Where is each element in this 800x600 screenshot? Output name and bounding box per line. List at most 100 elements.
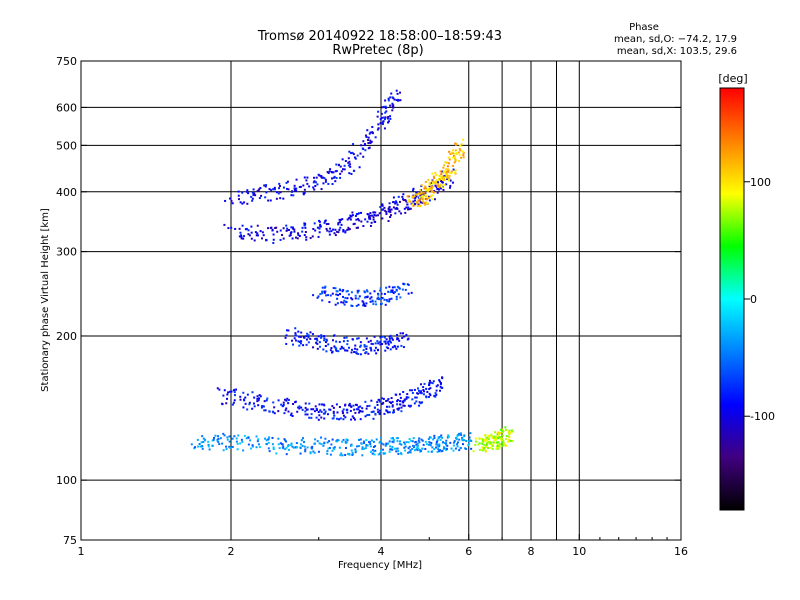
data-point [380, 397, 383, 400]
data-point [495, 447, 498, 450]
data-point [381, 402, 384, 405]
data-point [437, 448, 440, 451]
data-point [383, 298, 386, 301]
data-point [443, 170, 446, 173]
data-point [381, 343, 384, 346]
data-point [381, 297, 384, 300]
data-point [290, 412, 293, 415]
data-point [379, 436, 382, 439]
data-point [362, 225, 365, 228]
data-point [416, 201, 419, 204]
data-point [359, 418, 362, 421]
data-point [408, 389, 411, 392]
data-point [297, 340, 300, 343]
data-point [411, 189, 414, 192]
data-point [196, 438, 199, 441]
chart-title: Tromsø 20140922 18:58:00–18:59:43 [257, 29, 502, 44]
data-point [306, 176, 309, 179]
data-point [355, 408, 358, 411]
data-point [287, 399, 290, 402]
data-point [326, 171, 329, 174]
data-point [363, 447, 366, 450]
data-point [384, 116, 387, 119]
data-point [384, 452, 387, 455]
data-point [259, 230, 262, 233]
data-point [429, 387, 432, 390]
data-point [286, 445, 289, 448]
data-point [415, 193, 418, 196]
data-point [344, 230, 347, 233]
data-point [218, 388, 221, 391]
data-point [346, 411, 349, 414]
data-point [384, 340, 387, 343]
data-point [357, 297, 360, 300]
data-point [377, 453, 380, 456]
data-point [283, 412, 286, 415]
data-point [422, 393, 425, 396]
data-point [428, 181, 431, 184]
data-point [384, 444, 387, 447]
data-point [320, 188, 323, 191]
data-point [287, 329, 290, 332]
data-point [456, 443, 459, 446]
data-point [244, 396, 247, 399]
data-point [323, 291, 326, 294]
data-point [459, 447, 462, 450]
data-point [369, 139, 372, 142]
data-point [358, 438, 361, 441]
data-point [340, 218, 343, 221]
data-point [387, 97, 390, 100]
data-point [426, 390, 429, 393]
data-point [354, 449, 357, 452]
data-point [419, 383, 422, 386]
data-point [314, 337, 317, 340]
data-point [422, 195, 425, 198]
data-point [270, 189, 273, 192]
data-point [203, 438, 206, 441]
data-point [359, 410, 362, 413]
data-point [267, 447, 270, 450]
data-point [505, 438, 508, 441]
data-point [350, 351, 353, 354]
data-point [395, 437, 398, 440]
data-point [316, 440, 319, 443]
data-point [377, 342, 380, 345]
data-point [420, 184, 423, 187]
data-point [443, 164, 446, 167]
data-point [389, 211, 392, 214]
data-point [458, 449, 461, 452]
data-point [216, 387, 219, 390]
data-point [446, 165, 449, 168]
data-point [424, 186, 427, 189]
data-point [381, 204, 384, 207]
data-point [380, 292, 383, 295]
data-point [301, 230, 304, 233]
data-point [339, 454, 342, 457]
data-point [252, 402, 255, 405]
data-point [271, 436, 274, 439]
data-point [419, 391, 422, 394]
data-point [348, 453, 351, 456]
data-point [197, 445, 200, 448]
data-point [243, 434, 246, 437]
data-point [450, 171, 453, 174]
data-point [441, 376, 444, 379]
data-point [299, 447, 302, 450]
data-point [281, 233, 284, 236]
data-point [427, 190, 430, 193]
data-point [385, 299, 388, 302]
data-point [333, 446, 336, 449]
data-point [427, 178, 430, 181]
data-point [337, 350, 340, 353]
data-point [372, 445, 375, 448]
data-point [413, 445, 416, 448]
data-point [307, 341, 310, 344]
data-point [421, 200, 424, 203]
data-point [347, 346, 350, 349]
data-point [399, 99, 402, 102]
data-point [233, 435, 236, 438]
data-point [349, 404, 352, 407]
data-point [325, 223, 328, 226]
data-point [428, 187, 431, 190]
data-point [282, 403, 285, 406]
